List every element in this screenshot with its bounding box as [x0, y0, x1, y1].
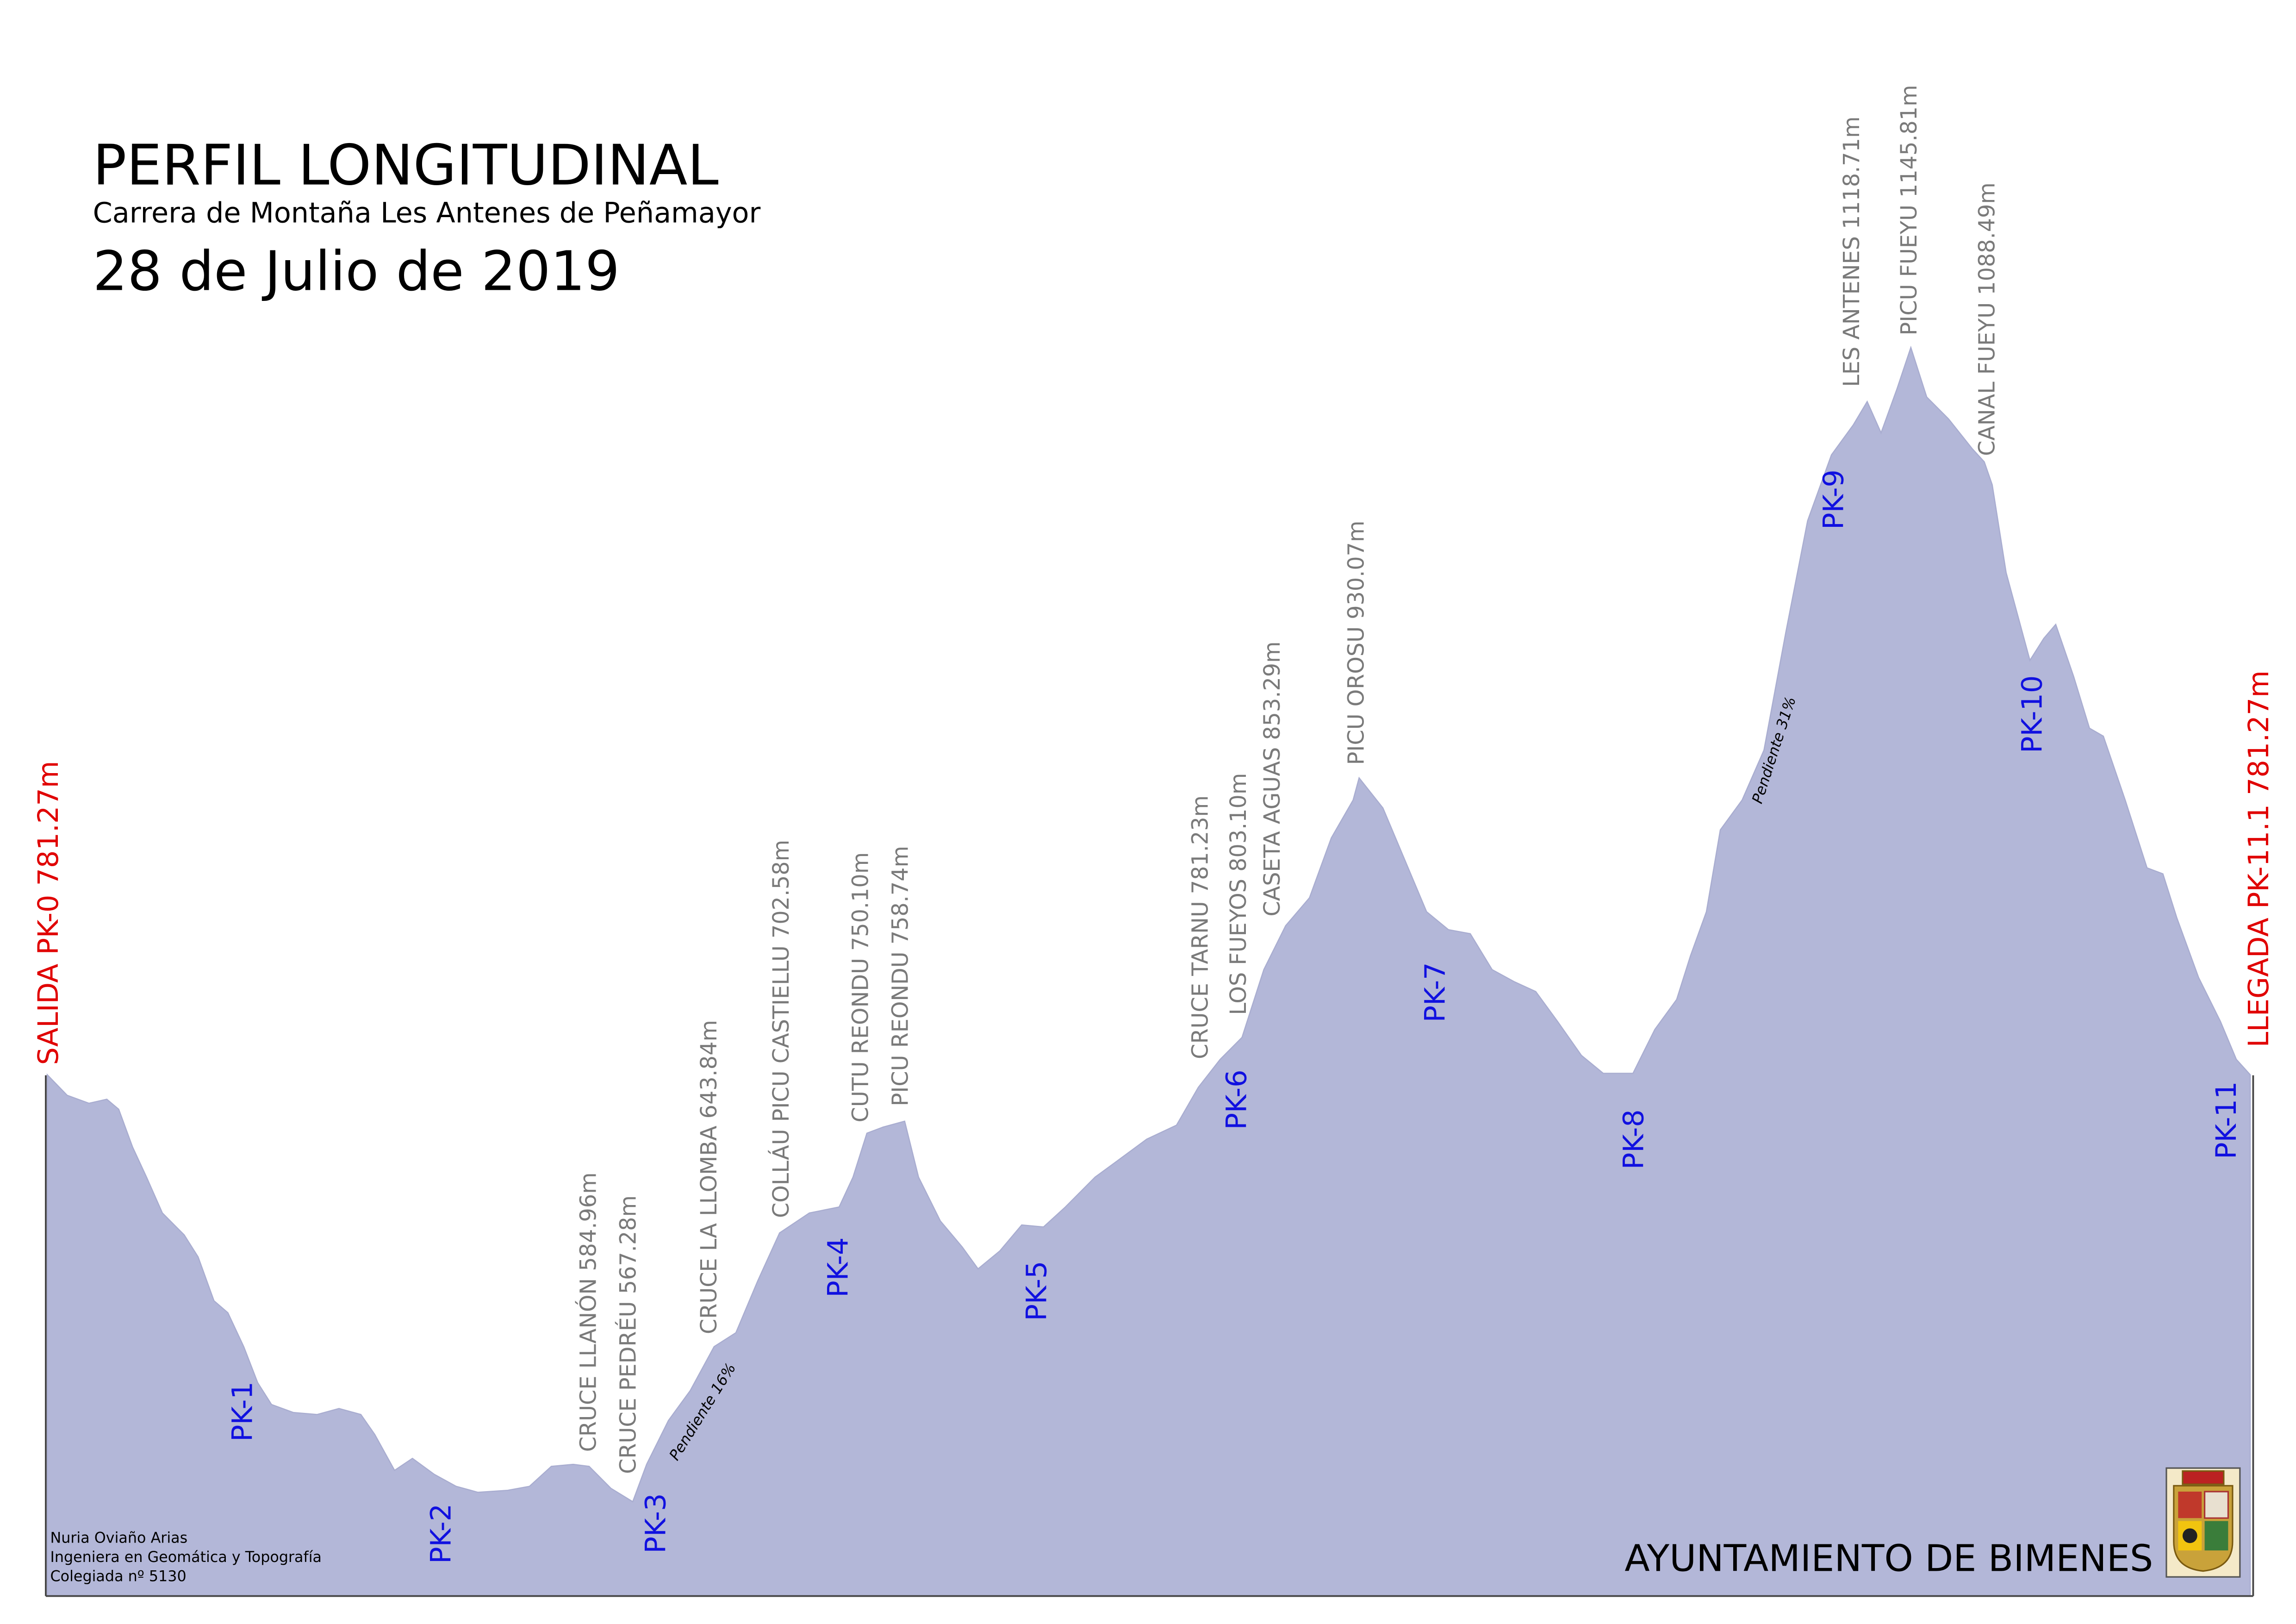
- profile-area: [46, 345, 2251, 1597]
- credit: Colegiada nº 5130: [50, 1568, 186, 1585]
- pk-label: PK-11: [2210, 1081, 2243, 1159]
- subtitle: Carrera de Montaña Les Antenes de Peñama…: [93, 197, 761, 230]
- organization: AYUNTAMIENTO DE BIMENES: [1624, 1537, 2153, 1580]
- coat-of-arms: [2165, 1467, 2241, 1578]
- peak-label: CRUCE LLANÓN 584.96m: [575, 1172, 602, 1452]
- pk-label: PK-10: [2016, 675, 2049, 753]
- pk-label: PK-8: [1618, 1109, 1650, 1169]
- peak-label: LES ANTENES 1118.71m: [1839, 117, 1865, 387]
- peak-label: CRUCE LA LLOMBA 643.84m: [697, 1020, 722, 1334]
- start-label: SALIDA PK-0 781.27m: [32, 761, 65, 1065]
- pk-label: PK-4: [822, 1237, 854, 1298]
- date: 28 de Julio de 2019: [93, 239, 620, 303]
- peak-label: CASETA AGUAS 853.29m: [1260, 641, 1285, 916]
- peak-label: CUTU REONDU 750.10m: [848, 852, 873, 1123]
- pk-label: PK-1: [226, 1381, 259, 1442]
- pk-label: PK-9: [1818, 469, 1850, 530]
- title: PERFIL LONGITUDINAL: [93, 133, 719, 198]
- elevation-profile: [46, 345, 2251, 1597]
- peak-label: LOS FUEYOS 803.10m: [1226, 773, 1251, 1015]
- pk-label: PK-6: [1221, 1070, 1253, 1130]
- peak-label: COLLÁU PICU CASTIELLU 702.58m: [768, 840, 794, 1218]
- credit: Ingeniera en Geomática y Topografía: [50, 1549, 322, 1566]
- peak-label: CRUCE TARNU 781.23m: [1188, 795, 1213, 1059]
- peak-label: PICU FUEYU 1145.81m: [1897, 85, 1922, 335]
- pk-label: PK-3: [640, 1493, 672, 1554]
- pk-label: PK-7: [1419, 962, 1451, 1023]
- pk-label: PK-5: [1020, 1261, 1053, 1321]
- credit: Nuria Oviaño Arias: [50, 1530, 187, 1547]
- peak-label: PICU OROSU 930.07m: [1344, 521, 1369, 765]
- end-label: LLEGADA PK-11.1 781.27m: [2243, 670, 2275, 1047]
- pk-label: PK-2: [425, 1504, 457, 1564]
- peak-label: CANAL FUEYU 1088.49m: [1974, 182, 2000, 456]
- peak-label: PICU REONDU 758.74m: [888, 846, 913, 1106]
- peak-label: CRUCE PEDRÉU 567.28m: [615, 1195, 641, 1474]
